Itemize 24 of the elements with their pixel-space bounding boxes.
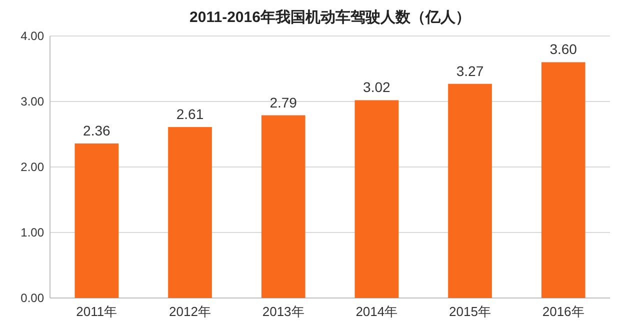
y-tick-label: 3.00 [20,94,44,108]
bar [261,115,306,298]
data-label: 3.02 [363,79,391,96]
y-tick-label: 0.00 [20,291,44,305]
data-label: 3.60 [550,41,578,58]
x-tick-label: 2011年 [76,304,118,319]
y-tick-label: 4.00 [20,29,44,43]
data-label: 2.61 [176,106,204,122]
y-tick-label: 2.00 [20,160,44,174]
x-tick-label: 2014年 [356,304,398,319]
x-tick-label: 2012年 [169,304,211,319]
x-tick-label: 2016年 [542,304,584,319]
y-tick-label: 1.00 [20,226,44,240]
bar [74,143,119,298]
bar [168,127,212,298]
chart-title: 2011-2016年我国机动车驾驶人数（亿人） [190,8,470,26]
x-tick-label: 2013年 [262,304,304,319]
data-label: 2.79 [270,94,298,110]
data-label: 2.36 [83,122,111,138]
bar [448,84,492,298]
bar [541,62,586,298]
bar [354,100,399,298]
data-label: 3.27 [456,62,484,79]
x-tick-label: 2015年 [449,304,491,319]
